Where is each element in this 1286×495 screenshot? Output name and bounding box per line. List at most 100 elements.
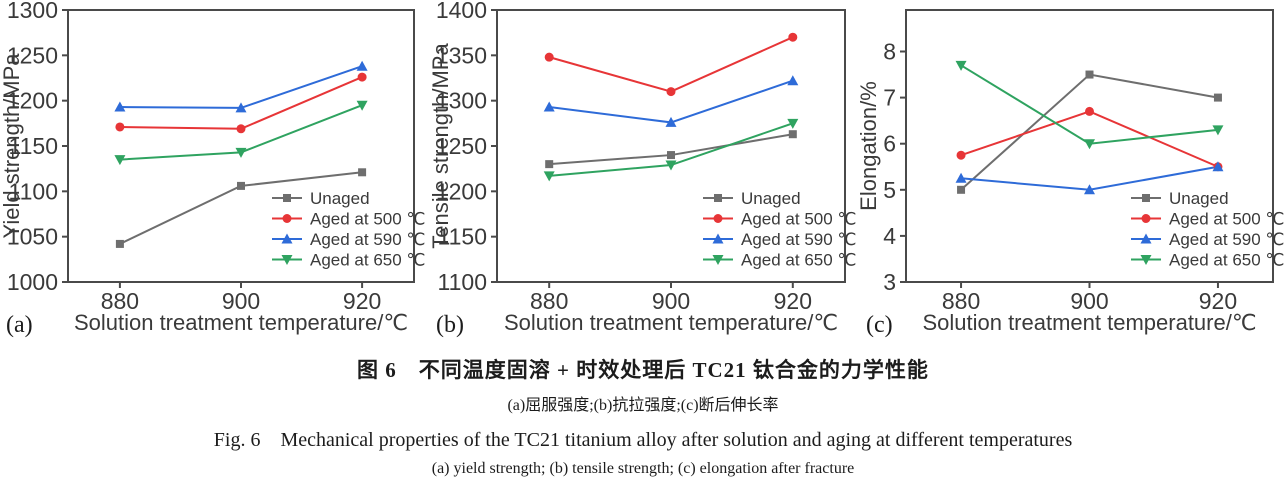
legend-label: Aged at 590 ℃	[741, 230, 857, 249]
legend-marker	[1141, 214, 1151, 223]
y-axis-tick-label: 1300	[436, 88, 487, 114]
legend-marker	[1140, 255, 1152, 265]
data-point-marker	[667, 151, 675, 160]
data-point-marker	[1084, 139, 1095, 150]
data-point-marker	[544, 52, 554, 62]
data-point-marker	[114, 101, 126, 112]
chart-panel-b: 1100 1150 1200 1250 1300 1350 1400 880 900 920 Ten…	[430, 0, 860, 348]
series-line	[119, 65, 363, 109]
y-axis-tick-label: 6	[883, 131, 896, 157]
data-point-marker	[1085, 70, 1094, 79]
legend-marker	[282, 214, 292, 223]
caption-cn-sub: (a)屈服强度;(b)抗拉强度;(c)断后伸长率	[507, 397, 779, 414]
y-axis-tick-label: 1150	[438, 224, 487, 250]
data-point-marker	[955, 60, 967, 71]
legend-label: Aged at 650 ℃	[310, 251, 426, 270]
data-point-marker	[665, 160, 677, 171]
data-point-marker	[956, 150, 966, 160]
y-axis-tick-label: 1200	[7, 88, 58, 114]
data-point-marker	[1212, 161, 1224, 172]
data-point-marker	[115, 239, 124, 248]
legend-label: Aged at 500 ℃	[310, 210, 426, 229]
data-point-marker	[237, 181, 245, 190]
data-point-marker	[957, 185, 966, 194]
legend-marker	[283, 194, 291, 202]
charts-row: 1000 1050 1100 1150 1200 1250 1300 880 900 920 Yie…	[0, 0, 1286, 348]
data-point-marker	[787, 75, 799, 86]
x-axis-tick-label: 900	[652, 288, 690, 314]
elongation-chart: 3 4 5 6 7 8 880 900 920 Elongation/% Solution trea…	[860, 9, 1285, 338]
legend-marker	[713, 214, 723, 223]
y-axis-title: Tensile strength/MPa	[430, 43, 453, 249]
data-point-marker	[114, 155, 126, 166]
x-axis-tick-label: 920	[1199, 288, 1237, 314]
y-axis-title: Yield strength/MPa	[0, 53, 24, 239]
x-axis-tick-label: 880	[942, 288, 980, 314]
legend-marker	[281, 255, 293, 265]
panel-label: (c)	[866, 312, 893, 338]
legend-label: Unaged	[310, 189, 370, 208]
y-axis-tick-label: 7	[883, 85, 896, 111]
x-axis-tick-label: 900	[1070, 288, 1108, 314]
y-axis-title: Elongation/%	[860, 81, 881, 211]
y-axis-tick-label: 1000	[7, 269, 58, 295]
y-axis-tick-label: 1400	[436, 0, 487, 23]
data-point-marker	[356, 60, 368, 71]
data-point-marker	[357, 72, 367, 82]
series-line	[548, 36, 794, 93]
y-axis-tick-label: 1100	[9, 178, 58, 204]
x-axis-title: Solution treatment temperature/℃	[504, 310, 838, 335]
data-point-marker	[787, 118, 799, 129]
data-point-marker	[235, 147, 247, 158]
legend-label: Unaged	[741, 189, 801, 208]
chart-panel-c: 3 4 5 6 7 8 880 900 920 Elongation/% Solution trea…	[860, 0, 1286, 348]
data-point-marker	[788, 32, 798, 42]
data-point-marker	[955, 172, 967, 183]
x-axis-tick-label: 880	[101, 288, 139, 314]
legend-label: Unaged	[1169, 189, 1229, 208]
y-axis-tick-label: 1150	[9, 133, 58, 159]
legend-marker	[1140, 233, 1152, 244]
caption-cn-title: 图 6 不同温度固溶 + 时效处理后 TC21 钛合金的力学性能	[357, 358, 929, 382]
legend-marker	[1142, 194, 1150, 202]
series-line	[960, 110, 1219, 168]
x-axis-tick-label: 900	[222, 288, 260, 314]
x-axis-title: Solution treatment temperature/℃	[74, 310, 408, 335]
legend-label: Aged at 500 ℃	[741, 210, 857, 229]
legend-marker	[714, 194, 722, 202]
y-axis-tick-label: 1250	[7, 42, 58, 68]
data-point-marker	[665, 116, 677, 127]
x-axis-tick-label: 920	[343, 288, 381, 314]
legend-label: Aged at 650 ℃	[1169, 251, 1285, 270]
legend-marker	[712, 255, 724, 265]
data-point-marker	[1213, 93, 1222, 102]
data-point-marker	[235, 102, 247, 113]
data-point-marker	[543, 171, 555, 182]
tensile-strength-chart: 1100 1150 1200 1250 1300 1350 1400 880 900 920 Ten…	[430, 0, 857, 338]
legend-label: Aged at 590 ℃	[1169, 230, 1285, 249]
data-point-marker	[1212, 125, 1224, 136]
caption-en-title: Fig. 6 Mechanical properties of the TC21…	[213, 429, 1073, 451]
series-line	[960, 73, 1219, 191]
y-axis-tick-label: 1250	[436, 133, 487, 159]
data-point-marker	[1084, 184, 1095, 195]
series-line	[549, 133, 793, 166]
y-axis-tick-label: 1350	[436, 42, 487, 68]
panel-label: (b)	[436, 312, 464, 338]
data-point-marker	[356, 100, 368, 111]
legend-label: Aged at 650 ℃	[741, 251, 857, 270]
legend-marker	[712, 233, 724, 244]
series-line	[549, 79, 794, 124]
data-point-marker	[358, 168, 367, 177]
legend-marker	[281, 233, 293, 244]
y-axis-tick-label: 1050	[7, 224, 58, 250]
chart-panel-a: 1000 1050 1100 1150 1200 1250 1300 880 900 920 Yie…	[0, 0, 430, 348]
y-axis-tick-label: 1200	[436, 178, 487, 204]
x-axis-title: Solution treatment temperature/℃	[922, 310, 1256, 335]
y-axis-tick-label: 5	[883, 177, 896, 203]
yield-strength-chart: 1000 1050 1100 1150 1200 1250 1300 880 900 920 Yie…	[0, 0, 426, 338]
y-axis-tick-label: 1300	[7, 0, 58, 23]
legend-label: Aged at 590 ℃	[310, 230, 426, 249]
data-point-marker	[115, 122, 125, 132]
